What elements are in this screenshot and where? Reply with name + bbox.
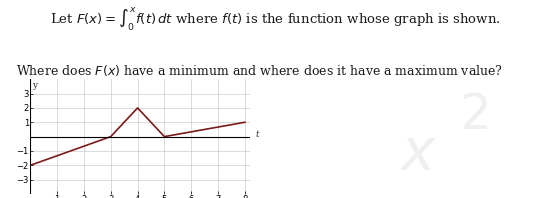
- Text: $2$: $2$: [459, 90, 487, 140]
- Text: y: y: [31, 81, 37, 90]
- Text: Let $F(x) = \int_0^x f(t)\,dt$ where $f(t)$ is the function whose graph is shown: Let $F(x) = \int_0^x f(t)\,dt$ where $f(…: [50, 6, 501, 33]
- Text: Where does $F(x)$ have a minimum and where does it have a maximum value?: Where does $F(x)$ have a minimum and whe…: [16, 63, 504, 78]
- Text: t: t: [256, 130, 259, 139]
- Text: $x$: $x$: [399, 126, 437, 183]
